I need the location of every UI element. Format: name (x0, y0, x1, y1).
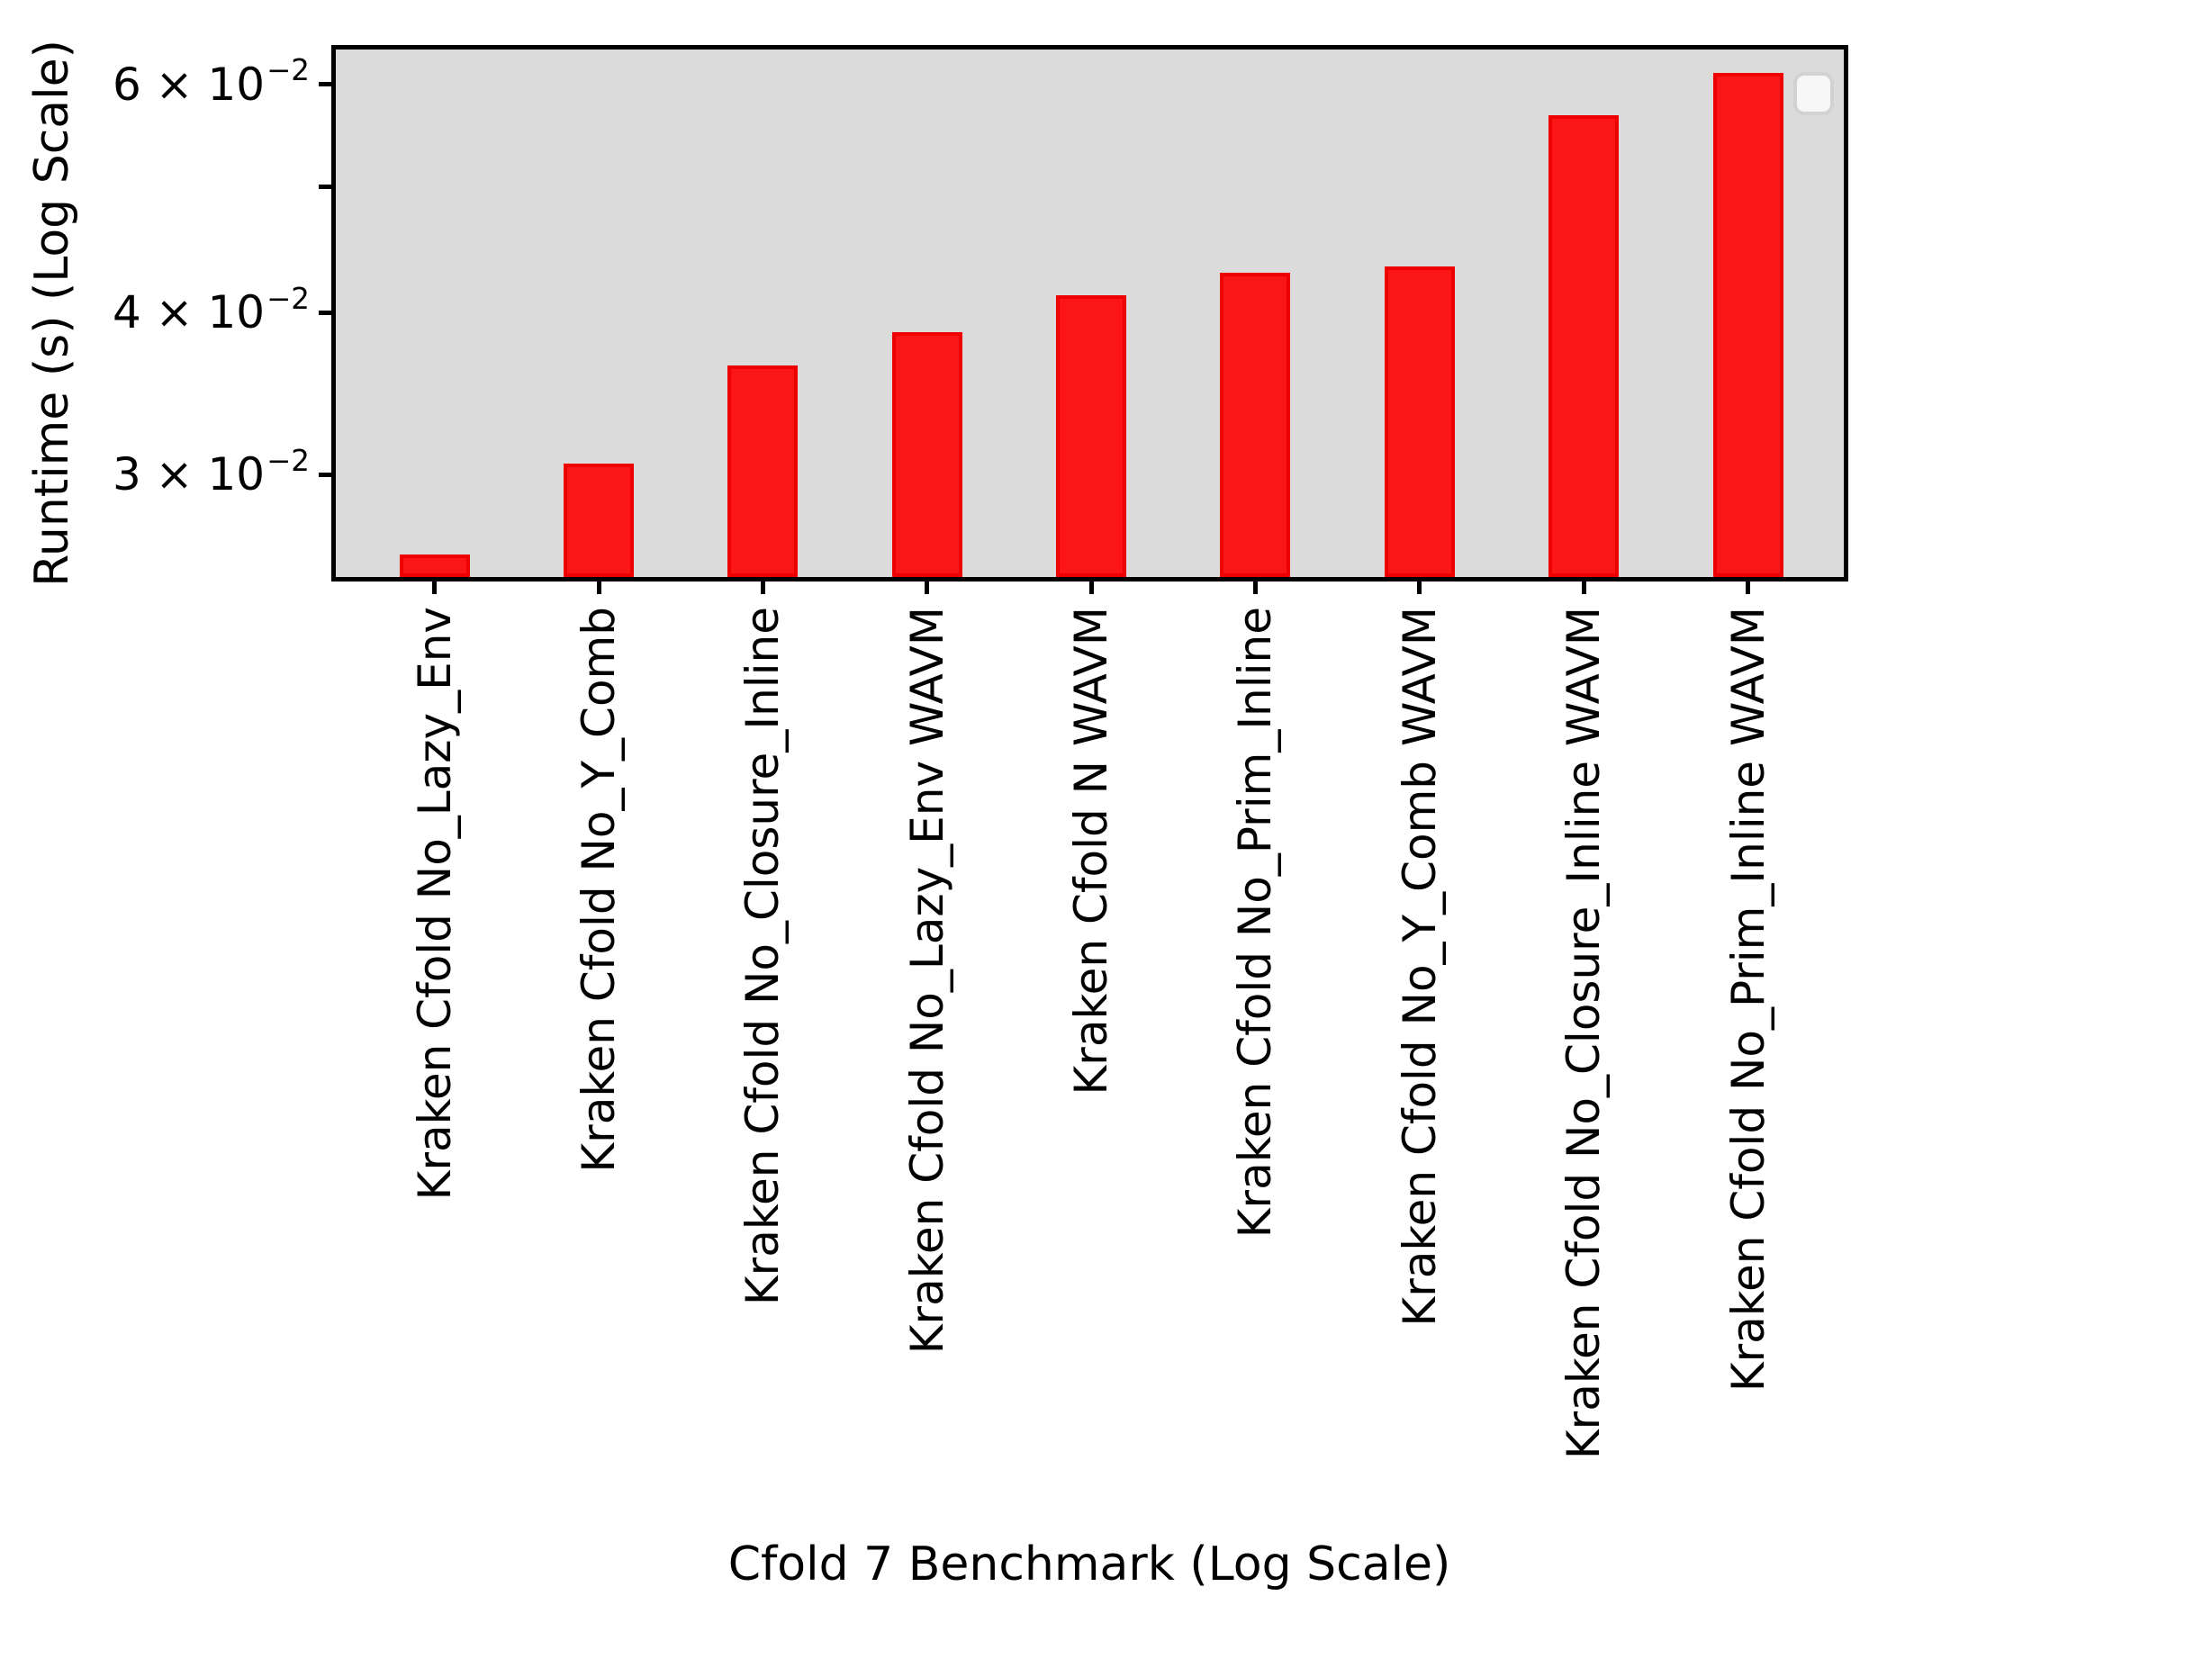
y-tick-mark (319, 472, 331, 477)
bar (1548, 114, 1620, 577)
legend-box (1793, 72, 1834, 115)
bar (564, 463, 635, 577)
x-tick-mark (1746, 582, 1750, 594)
y-tick-mark (319, 310, 331, 315)
x-category-label: Kraken Cfold No_Lazy_Env (408, 607, 461, 1201)
x-category-label: Kraken Cfold No_Prim_Inline (1229, 607, 1282, 1239)
y-tick-label: 3 × 10−2 (112, 443, 310, 501)
x-category-label: Kraken Cfold No_Lazy_Env WAVM (900, 607, 953, 1355)
x-tick-mark (1252, 582, 1258, 594)
x-category-label: Kraken Cfold No_Prim_Inline WAVM (1721, 607, 1774, 1393)
bar (1056, 295, 1127, 577)
bar (1384, 266, 1455, 577)
x-tick-mark (925, 582, 930, 594)
x-axis-label: Cfold 7 Benchmark (Log Scale) (727, 1537, 1451, 1591)
x-category-label: Kraken Cfold No_Closure_Inline (736, 607, 790, 1306)
bar (891, 332, 962, 577)
plot-area (331, 45, 1848, 582)
x-category-label: Kraken Cfold No_Y_Comb (573, 607, 626, 1173)
y-tick-mark (319, 82, 331, 87)
bar (399, 555, 470, 577)
x-tick-mark (432, 582, 438, 594)
x-category-label: Kraken Cfold No_Closure_Inline WAVM (1557, 607, 1611, 1460)
bar (1712, 72, 1783, 577)
x-tick-mark (760, 582, 765, 594)
y-tick-label: 4 × 10−2 (112, 281, 310, 339)
x-category-label: Kraken Cfold No_Y_Comb WAVM (1393, 607, 1446, 1327)
x-tick-mark (1417, 582, 1422, 594)
x-tick-mark (1088, 582, 1094, 594)
x-tick-mark (596, 582, 601, 594)
x-category-label: Kraken Cfold N WAVM (1065, 607, 1118, 1095)
bar (1220, 273, 1291, 577)
y-tick-mark (319, 185, 331, 190)
x-tick-mark (1581, 582, 1586, 594)
bar (727, 365, 799, 577)
y-tick-label: 6 × 10−2 (112, 53, 310, 111)
